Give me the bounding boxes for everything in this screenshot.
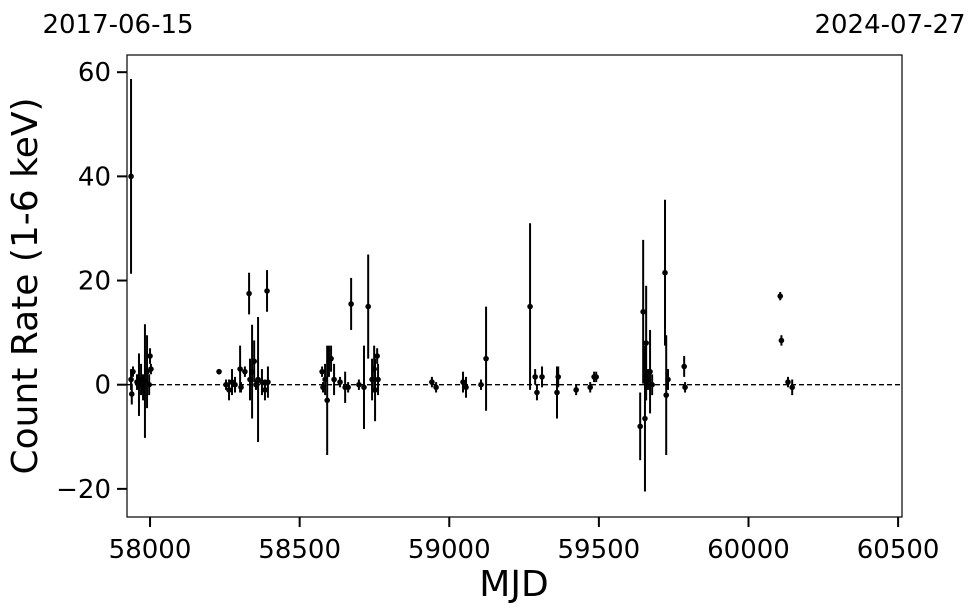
data-point: [663, 392, 670, 398]
y-tick-label: −20: [56, 475, 111, 505]
y-tick-label: 60: [78, 58, 111, 88]
data-point: [527, 303, 533, 310]
y-tick-label: 0: [94, 371, 111, 401]
data-point: [232, 381, 238, 388]
data-point: [785, 379, 791, 385]
data-point: [433, 384, 439, 391]
data-point: [242, 368, 248, 375]
data-point: [319, 368, 325, 375]
start-date: 2017-06-15: [42, 10, 193, 40]
data-point: [265, 379, 271, 385]
data-point: [593, 374, 599, 380]
data-point: [246, 290, 252, 297]
data-point: [148, 366, 154, 372]
data-point: [460, 379, 466, 385]
data-point: [534, 389, 540, 396]
data-point: [128, 376, 134, 383]
data-point: [665, 376, 671, 383]
data-point: [128, 173, 134, 180]
data-point: [361, 384, 367, 391]
data-point: [478, 381, 484, 388]
data-point: [237, 366, 243, 372]
data-point: [345, 384, 351, 391]
data-point: [789, 384, 795, 391]
data-point: [216, 368, 222, 375]
data-point: [365, 303, 371, 310]
data-point: [681, 363, 687, 370]
plot-frame: [126, 54, 903, 518]
data-point: [130, 368, 136, 375]
data-point: [483, 355, 489, 362]
x-axis-label: MJD: [479, 564, 548, 605]
data-point: [539, 374, 545, 380]
data-point: [259, 379, 265, 385]
data-point: [262, 387, 268, 393]
data-point: [587, 384, 594, 391]
y-axis-label: Count Rate (1-6 keV): [5, 97, 46, 474]
data-point: [778, 337, 785, 344]
data-point: [637, 423, 643, 430]
x-tick-label: 58000: [109, 535, 192, 565]
data-point: [429, 379, 435, 385]
data-point: [147, 353, 153, 359]
x-tick-label: 58500: [258, 535, 341, 565]
x-tick-label: 59000: [408, 535, 491, 565]
data-point: [554, 389, 560, 396]
data-point: [682, 384, 688, 391]
data-point: [777, 293, 784, 299]
data-point: [375, 376, 381, 383]
data-point: [372, 387, 378, 393]
data-point: [337, 379, 343, 385]
y-tick-label: 40: [78, 162, 111, 192]
data-point: [573, 387, 579, 393]
data-point: [251, 358, 257, 365]
data-point: [647, 368, 653, 375]
x-tick-label: 60000: [707, 535, 790, 565]
data-point: [555, 374, 561, 380]
data-point: [643, 340, 649, 346]
data-point: [374, 353, 380, 359]
data-point: [264, 288, 270, 294]
data-point: [238, 384, 244, 391]
x-tick-label: 60500: [857, 535, 940, 565]
data-point: [331, 376, 337, 383]
data-point: [128, 391, 135, 397]
end-date: 2024-07-27: [814, 10, 965, 40]
data-point: [642, 415, 648, 422]
data-point: [324, 397, 330, 404]
data-point: [532, 374, 538, 380]
data-point: [348, 301, 354, 307]
data-point: [640, 308, 646, 315]
data-point: [649, 381, 655, 388]
data-point: [463, 384, 469, 391]
x-tick-label: 59500: [558, 535, 641, 565]
data-point: [223, 381, 229, 388]
data-point: [226, 387, 232, 393]
data-point: [146, 381, 152, 388]
y-tick-label: 20: [78, 267, 111, 297]
data-point: [328, 355, 334, 362]
data-point: [662, 269, 668, 276]
data-point: [356, 381, 362, 388]
